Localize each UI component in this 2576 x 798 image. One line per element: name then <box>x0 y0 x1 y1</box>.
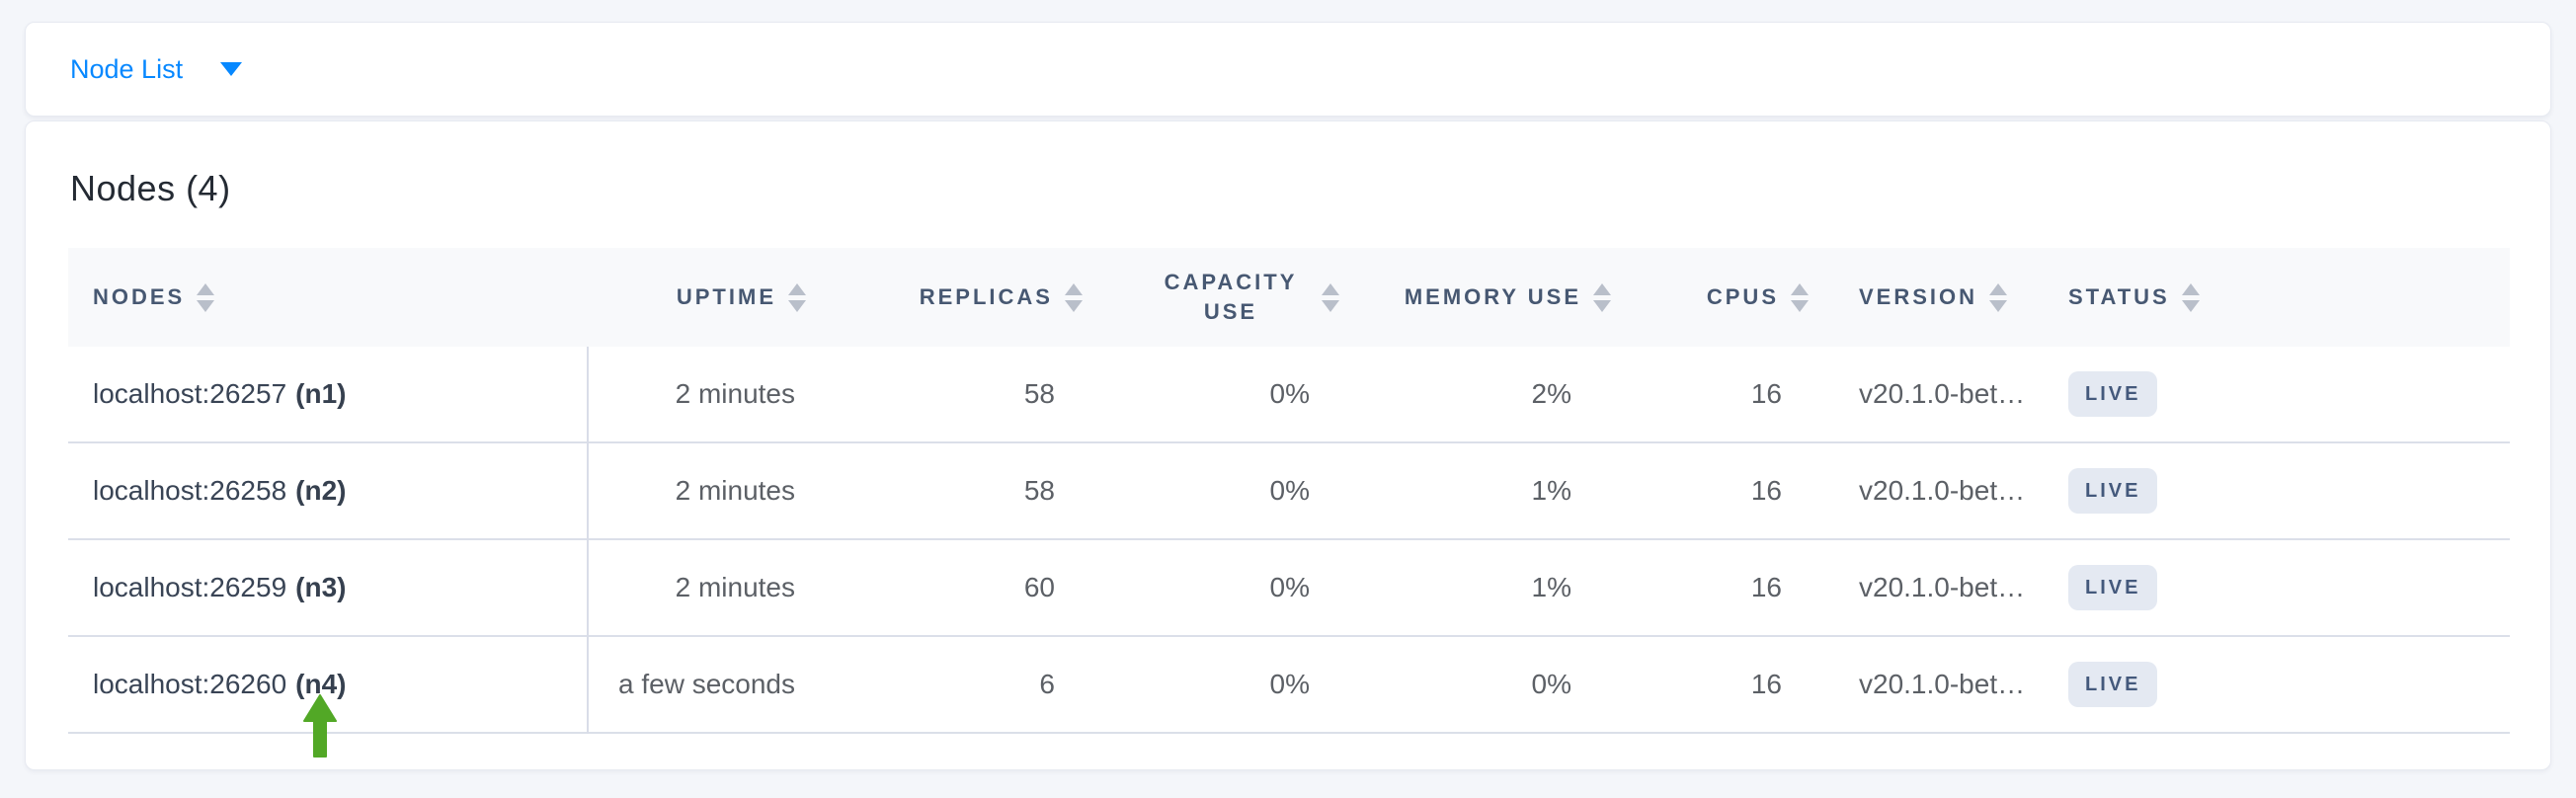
node-list-dropdown-label: Node List <box>70 53 184 84</box>
node-address[interactable]: localhost:26257 <box>93 378 287 409</box>
column-divider <box>587 347 589 734</box>
status-cell: LIVE <box>2065 443 2510 538</box>
table-row[interactable]: localhost:26257 (n1) 2 minutes 58 0% 2% … <box>68 347 2510 443</box>
status-badge: LIVE <box>2068 565 2158 610</box>
sort-icon <box>1593 282 1611 312</box>
green-up-arrow-icon <box>303 694 337 758</box>
replicas-cell: 58 <box>1023 378 1055 409</box>
capacity-use-cell: 0% <box>1269 572 1310 602</box>
capacity-use-cell: 0% <box>1269 378 1310 409</box>
cpus-cell: 16 <box>1750 475 1782 506</box>
sort-icon <box>1989 282 2008 312</box>
status-badge: LIVE <box>2068 662 2158 707</box>
version-cell: v20.1.0-bet… <box>1859 572 2026 602</box>
table-row[interactable]: localhost:26258 (n2) 2 minutes 58 0% 1% … <box>68 443 2510 540</box>
replicas-cell: 6 <box>1039 669 1055 699</box>
node-id: (n3) <box>295 572 347 602</box>
column-header-nodes[interactable]: NODES <box>68 248 587 347</box>
memory-use-cell: 1% <box>1531 475 1571 506</box>
uptime-cell: a few seconds <box>618 669 795 699</box>
status-cell: LIVE <box>2065 540 2510 635</box>
column-header-replicas[interactable]: REPLICAS <box>860 248 1087 347</box>
node-cell: localhost:26257 (n1) <box>68 347 587 441</box>
nodes-panel: Nodes (4) NODES UPTIME REPLICAS CAPACITY… <box>25 120 2551 770</box>
node-list-dropdown[interactable]: Node List <box>70 53 243 85</box>
capacity-use-cell: 0% <box>1269 475 1310 506</box>
chevron-down-icon <box>220 62 243 76</box>
cpus-cell: 16 <box>1750 669 1782 699</box>
node-cell: localhost:26259 (n3) <box>68 540 587 635</box>
node-id: (n1) <box>295 378 347 409</box>
uptime-cell: 2 minutes <box>675 475 795 506</box>
uptime-cell: 2 minutes <box>675 572 795 602</box>
sort-icon <box>788 282 806 312</box>
column-header-capacity-use[interactable]: CAPACITY USE <box>1087 248 1384 347</box>
status-badge: LIVE <box>2068 371 2158 417</box>
capacity-use-cell: 0% <box>1269 669 1310 699</box>
node-cell: localhost:26260 (n4) <box>68 637 587 758</box>
sort-icon <box>1322 282 1339 312</box>
column-header-cpus[interactable]: CPUS <box>1641 248 1858 347</box>
memory-use-cell: 1% <box>1531 572 1571 602</box>
status-badge: LIVE <box>2068 468 2158 514</box>
node-address[interactable]: localhost:26259 <box>93 572 287 602</box>
status-cell: LIVE <box>2065 637 2510 732</box>
version-cell: v20.1.0-bet… <box>1859 669 2026 699</box>
memory-use-cell: 2% <box>1531 378 1571 409</box>
replicas-cell: 58 <box>1023 475 1055 506</box>
node-list-table: NODES UPTIME REPLICAS CAPACITY USE MEMOR… <box>68 248 2510 758</box>
table-row[interactable]: localhost:26260 (n4) a few seconds 6 0% … <box>68 637 2510 758</box>
node-address[interactable]: localhost:26260 <box>93 669 287 699</box>
node-address[interactable]: localhost:26258 <box>93 475 287 506</box>
uptime-cell: 2 minutes <box>675 378 795 409</box>
replicas-cell: 60 <box>1023 572 1055 602</box>
version-cell: v20.1.0-bet… <box>1859 378 2026 409</box>
column-header-memory-use[interactable]: MEMORY USE <box>1384 248 1641 347</box>
sort-icon <box>1791 282 1809 312</box>
sort-icon <box>197 282 215 312</box>
version-cell: v20.1.0-bet… <box>1859 475 2026 506</box>
cpus-cell: 16 <box>1750 378 1782 409</box>
column-header-uptime[interactable]: UPTIME <box>587 248 860 347</box>
node-id: (n2) <box>295 475 347 506</box>
status-cell: LIVE <box>2065 347 2510 441</box>
column-header-version[interactable]: VERSION <box>1858 248 2065 347</box>
table-header-row: NODES UPTIME REPLICAS CAPACITY USE MEMOR… <box>68 248 2510 347</box>
node-cell: localhost:26258 (n2) <box>68 443 587 538</box>
memory-use-cell: 0% <box>1531 669 1571 699</box>
cpus-cell: 16 <box>1750 572 1782 602</box>
sort-icon <box>2181 282 2200 312</box>
page-title: Nodes (4) <box>70 168 231 208</box>
column-header-status[interactable]: STATUS <box>2065 248 2510 347</box>
view-selector-bar: Node List <box>25 22 2551 117</box>
sort-icon <box>1065 282 1083 312</box>
table-row[interactable]: localhost:26259 (n3) 2 minutes 60 0% 1% … <box>68 540 2510 637</box>
node-id: (n4) <box>295 669 347 699</box>
